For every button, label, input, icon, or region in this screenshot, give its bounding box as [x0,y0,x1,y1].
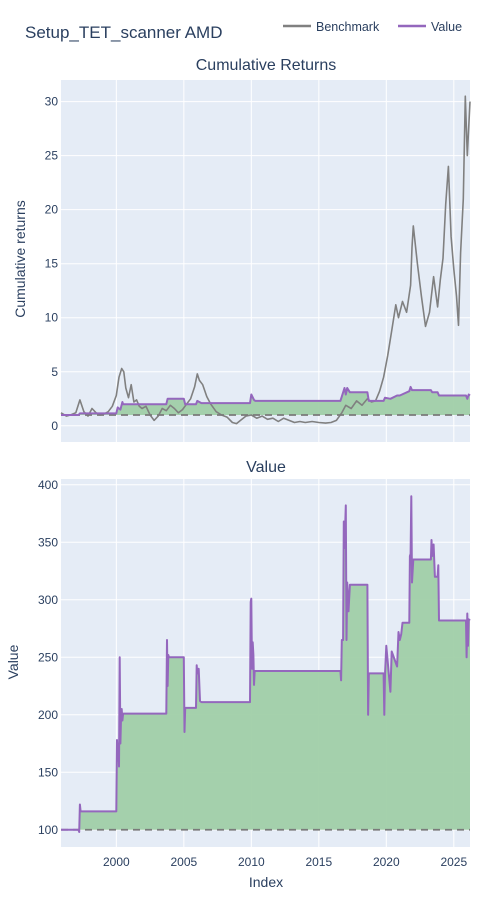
cumulative-returns-panel: 0 5 10 15 20 25 30 [45,80,471,442]
x-tick-label: 2020 [373,855,400,869]
top-y-tick-label: 10 [45,311,59,325]
top-benchmark-line [60,95,471,425]
top-y-tick-label: 30 [45,95,59,109]
x-tick-label: 2000 [103,855,130,869]
top-plot-area [61,80,470,442]
bottom-chart-title: Value [246,459,286,476]
legend[interactable]: Benchmark Value [283,20,462,34]
x-tick-label: 2015 [305,855,332,869]
top-y-tick-label: 20 [45,203,59,217]
bottom-y-tick-label: 100 [38,823,58,837]
top-y-tick-label: 5 [51,365,58,379]
top-y-tick-label: 15 [45,257,59,271]
top-y-tick-label: 25 [45,149,59,163]
bottom-y-tick-label: 400 [38,478,58,492]
x-tick-label: 2010 [238,855,265,869]
x-axis-title: Index [249,874,283,890]
legend-label-value[interactable]: Value [431,20,462,34]
bottom-value-fill-area [61,496,470,832]
top-y-axis-title: Cumulative returns [12,200,28,318]
bottom-value-line [61,495,471,833]
top-chart-title: Cumulative Returns [196,57,337,74]
top-value-line [61,385,471,416]
x-tick-label: 2025 [440,855,467,869]
figure-title: Setup_TET_scanner AMD [25,23,222,42]
bottom-y-axis-title: Value [5,644,21,679]
bottom-y-tick-label: 250 [38,650,58,664]
value-panel: 2000 2005 2010 2015 2020 2025 100 150 200 250 300 3… [38,478,471,869]
bottom-y-tick-label: 350 [38,535,58,549]
bottom-y-tick-label: 300 [38,593,58,607]
bottom-y-tick-label: 200 [38,708,58,722]
top-y-tick-label: 0 [51,419,58,433]
x-tick-label: 2005 [170,855,197,869]
legend-label-benchmark[interactable]: Benchmark [316,20,380,34]
bottom-y-tick-label: 150 [38,765,58,779]
